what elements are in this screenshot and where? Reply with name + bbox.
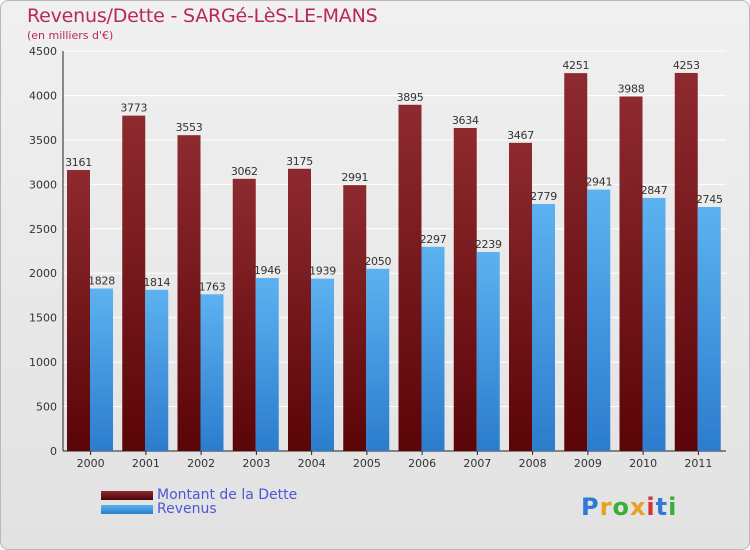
data-label: 4253 (673, 59, 700, 72)
logo-letter: i (668, 493, 678, 521)
chart-title: Revenus/Dette - SARGé-LèS-LE-MANS (27, 5, 378, 27)
y-tick-label: 3000 (29, 178, 57, 191)
bar-revenus (532, 203, 555, 451)
data-label: 3161 (65, 156, 92, 169)
logo-letter: t (655, 493, 669, 521)
bar-revenus (145, 289, 169, 451)
x-tick-label: 2009 (574, 457, 602, 470)
data-label: 3062 (231, 165, 258, 178)
x-tick-label: 2001 (132, 457, 160, 470)
bar-revenus (311, 278, 334, 451)
bar-revenus (200, 294, 224, 451)
bar-revenus (587, 189, 611, 452)
y-tick-label: 3500 (29, 134, 57, 147)
data-label: 2941 (585, 176, 612, 189)
data-label: 3553 (176, 121, 203, 134)
legend-label-dette: Montant de la Dette (157, 487, 298, 503)
chart-subtitle: (en milliers d'€) (27, 29, 114, 42)
x-tick-label: 2011 (684, 457, 712, 470)
bar-dette (674, 72, 698, 451)
legend-label-revenus: Revenus (157, 501, 217, 517)
bar-dette (67, 170, 90, 451)
y-tick-label: 500 (36, 401, 57, 414)
x-tick-label: 2004 (298, 457, 326, 470)
bar-dette (343, 185, 367, 451)
data-label: 2847 (641, 184, 668, 197)
bar-revenus (476, 251, 500, 451)
x-tick-label: 2006 (408, 457, 436, 470)
legend-swatch-revenus (101, 504, 153, 514)
data-label: 3175 (286, 155, 313, 168)
logo-letter: i (646, 493, 656, 521)
data-label: 3467 (507, 129, 534, 142)
y-tick-label: 1500 (29, 312, 57, 325)
logo-letter: r (599, 493, 613, 521)
data-label: 3895 (397, 91, 424, 104)
data-label: 2745 (696, 193, 723, 206)
y-tick-label: 1000 (29, 356, 57, 369)
bar-dette (122, 115, 146, 451)
data-label: 3988 (618, 83, 645, 96)
data-label: 4251 (562, 59, 589, 72)
logo-letter: x (629, 493, 647, 521)
data-label: 2297 (420, 233, 447, 246)
legend-swatch-dette (101, 490, 153, 500)
bar-dette (453, 127, 477, 451)
x-tick-label: 2000 (77, 457, 105, 470)
bar-dette (509, 142, 532, 452)
bar-revenus (421, 246, 445, 451)
logo-letter: o (612, 493, 630, 521)
data-label: 3634 (452, 114, 479, 127)
bar-revenus (697, 207, 721, 451)
y-tick-label: 2000 (29, 267, 57, 280)
data-label: 2239 (475, 238, 502, 251)
x-tick-label: 2010 (629, 457, 657, 470)
bar-dette (619, 96, 643, 451)
data-label: 2779 (530, 190, 557, 203)
y-tick-label: 4500 (29, 45, 57, 58)
x-tick-label: 2002 (187, 457, 215, 470)
data-label: 1828 (88, 275, 115, 288)
bar-dette (232, 178, 256, 452)
bar-dette (398, 104, 422, 452)
legend-item-dette: Montant de la Dette (101, 487, 298, 503)
bar-dette (564, 73, 588, 451)
x-tick-label: 2007 (463, 457, 491, 470)
data-label: 2050 (364, 255, 391, 268)
x-tick-label: 2008 (519, 457, 547, 470)
bar-revenus (642, 197, 666, 451)
logo-letter: P (581, 493, 600, 521)
data-label: 1763 (199, 280, 226, 293)
legend-item-revenus: Revenus (101, 501, 217, 517)
data-label: 1946 (254, 264, 281, 277)
data-label: 3773 (120, 102, 147, 115)
data-label: 1814 (143, 276, 170, 289)
x-tick-label: 2005 (353, 457, 381, 470)
data-label: 2991 (341, 171, 368, 184)
y-tick-label: 4000 (29, 89, 57, 102)
y-tick-label: 2500 (29, 223, 57, 236)
bar-revenus (255, 278, 279, 451)
bar-dette (288, 168, 311, 451)
x-tick-label: 2003 (242, 457, 270, 470)
bar-revenus (90, 288, 113, 451)
proxiti-logo: Proxiti (581, 493, 677, 521)
data-label: 1939 (309, 265, 336, 278)
bar-revenus (366, 268, 390, 451)
y-tick-label: 0 (50, 445, 57, 458)
bar-dette (177, 135, 201, 451)
